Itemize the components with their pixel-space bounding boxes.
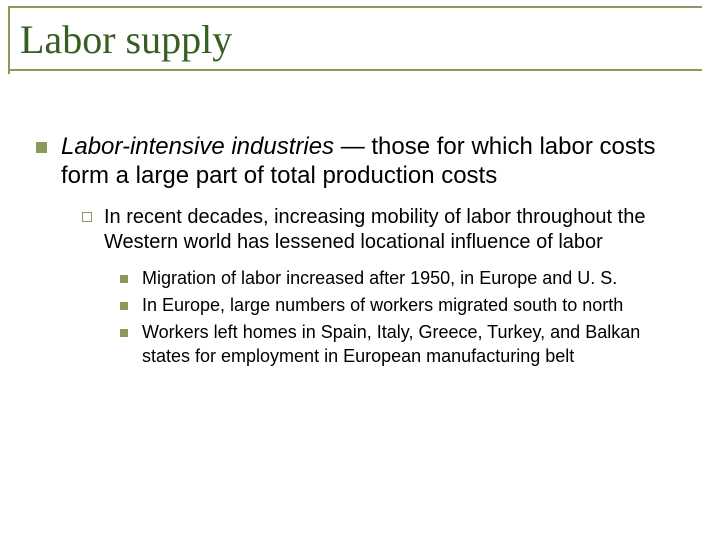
bullet-level3-text: Migration of labor increased after 1950,… <box>142 267 617 290</box>
square-bullet-icon <box>36 142 47 153</box>
bullet-level3: Workers left homes in Spain, Italy, Gree… <box>120 321 680 368</box>
level2-group: In recent decades, increasing mobility o… <box>82 205 680 369</box>
open-square-bullet-icon <box>82 212 92 222</box>
slide: Labor supply Labor-intensive industries … <box>0 0 720 540</box>
level3-group: Migration of labor increased after 1950,… <box>120 267 680 369</box>
bullet-level3-text: In Europe, large numbers of workers migr… <box>142 294 623 317</box>
title-rule-bottom <box>8 69 702 71</box>
bullet-level2: In recent decades, increasing mobility o… <box>82 205 680 255</box>
bullet-level3: In Europe, large numbers of workers migr… <box>120 294 680 317</box>
bullet-level1: Labor-intensive industries — those for w… <box>36 132 680 191</box>
slide-body: Labor-intensive industries — those for w… <box>36 132 680 372</box>
bullet-level3: Migration of labor increased after 1950,… <box>120 267 680 290</box>
title-rule-left <box>8 6 10 74</box>
square-bullet-icon <box>120 329 128 337</box>
square-bullet-icon <box>120 302 128 310</box>
bullet-level3-text: Workers left homes in Spain, Italy, Gree… <box>142 321 680 368</box>
bullet-level2-text: In recent decades, increasing mobility o… <box>104 205 680 255</box>
italic-term: Labor-intensive industries <box>61 133 334 160</box>
bullet-level1-text: Labor-intensive industries — those for w… <box>61 132 680 191</box>
square-bullet-icon <box>120 275 128 283</box>
slide-title: Labor supply <box>8 8 702 69</box>
slide-title-region: Labor supply <box>8 0 702 71</box>
